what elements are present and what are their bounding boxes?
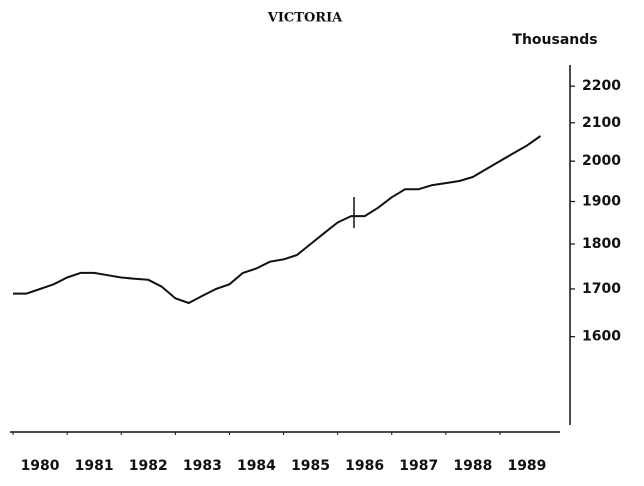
y-tick-label: 1900 — [582, 193, 621, 209]
x-tick-label: 1982 — [129, 458, 168, 474]
x-tick-label: 1986 — [345, 458, 384, 474]
chart-title: VICTORIA — [267, 11, 343, 26]
data-line — [13, 135, 542, 304]
x-tick-label: 1983 — [183, 458, 222, 474]
y-tick-label: 1800 — [582, 236, 621, 252]
y-tick-label: 1600 — [582, 329, 621, 345]
y-tick-label: 2100 — [582, 115, 621, 131]
x-tick-label: 1988 — [453, 458, 492, 474]
x-tick-label: 1980 — [21, 458, 60, 474]
y-tick-label: 2000 — [582, 153, 621, 169]
x-tick-label: 1987 — [399, 458, 438, 474]
x-tick-label: 1981 — [75, 458, 114, 474]
x-tick-label: 1989 — [507, 458, 546, 474]
y-axis-label: Thousands — [512, 32, 597, 48]
y-tick-label: 1700 — [582, 281, 621, 297]
x-tick-label: 1984 — [237, 458, 276, 474]
y-tick-label: 2200 — [582, 78, 621, 94]
x-tick-label: 1985 — [291, 458, 330, 474]
